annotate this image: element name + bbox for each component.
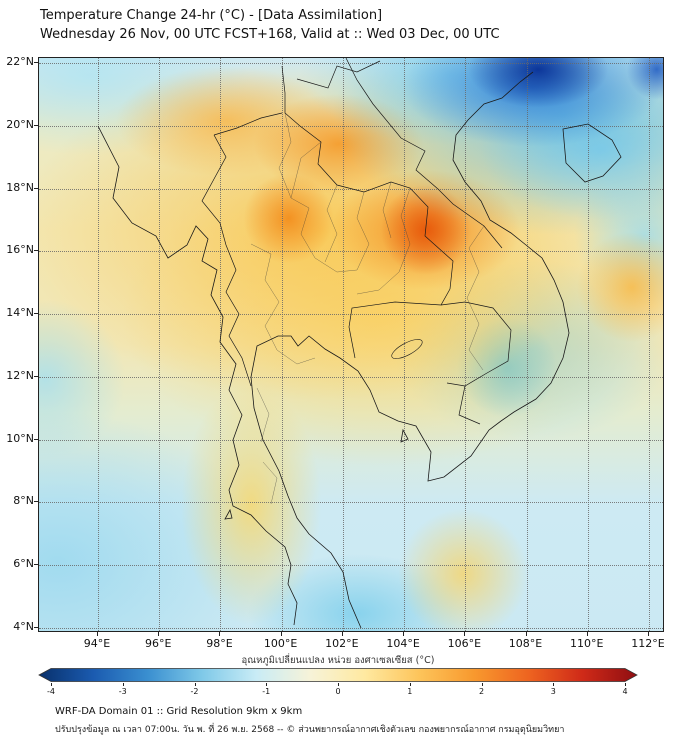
lon-tick-mark bbox=[464, 632, 466, 636]
map-canvas bbox=[38, 57, 664, 632]
colorbar-tick-label: 0 bbox=[335, 687, 341, 696]
lat-tick-label: 20°N bbox=[6, 117, 34, 131]
grid-line-lon bbox=[587, 58, 589, 631]
lon-tick-mark bbox=[403, 632, 405, 636]
colorbar-tick-mark bbox=[122, 683, 124, 686]
grid-line-lat bbox=[39, 439, 663, 441]
grid-line-lon bbox=[98, 58, 99, 631]
lat-tick-mark bbox=[34, 627, 38, 629]
colorbar-tick-label: -4 bbox=[47, 687, 55, 696]
lat-tick-label: 6°N bbox=[13, 557, 34, 571]
coastline bbox=[97, 71, 622, 629]
grid-line-lon bbox=[465, 58, 467, 631]
lon-tick-mark bbox=[525, 632, 527, 636]
colorbar-tick-mark bbox=[266, 683, 268, 686]
colorbar-tick-mark bbox=[194, 683, 196, 686]
lat-tick-label: 10°N bbox=[6, 431, 34, 445]
colorbar-tick-label: 3 bbox=[550, 687, 556, 696]
colorbar-tick-mark bbox=[553, 683, 555, 686]
lat-tick-label: 22°N bbox=[6, 55, 34, 68]
lon-tick-label: 106°E bbox=[447, 637, 482, 650]
grid-line-lon bbox=[220, 58, 222, 631]
lon-tick-mark bbox=[219, 632, 221, 636]
lat-tick-mark bbox=[34, 438, 38, 440]
coastline-borders-overlay bbox=[97, 58, 622, 629]
grid-line-lon bbox=[281, 58, 283, 631]
grid-line-lat bbox=[39, 376, 663, 378]
colorbar bbox=[38, 667, 638, 683]
lon-tick-label: 96°E bbox=[144, 637, 172, 650]
lon-tick-label: 108°E bbox=[508, 637, 543, 650]
lon-tick-label: 94°E bbox=[83, 637, 111, 650]
lon-tick-label: 110°E bbox=[570, 637, 604, 650]
lon-tick-label: 100°E bbox=[263, 637, 298, 650]
grid-line-lat bbox=[39, 628, 663, 630]
lon-tick-mark bbox=[97, 632, 98, 636]
colorbar-title: อุณหภูมิเปลี่ยนแปลง หน่วย องศาเซลเซียส (… bbox=[241, 655, 435, 666]
lat-tick-label: 18°N bbox=[6, 180, 34, 194]
lat-tick-label: 4°N bbox=[13, 620, 34, 634]
grid-line-lat bbox=[39, 188, 663, 190]
lon-tick-mark bbox=[586, 632, 588, 636]
footer-model-info: WRF-DA Domain 01 :: Grid Resolution 9km … bbox=[55, 706, 303, 717]
lat-tick-mark bbox=[34, 62, 38, 63]
lon-tick-label: 104°E bbox=[386, 637, 420, 650]
province-borders bbox=[250, 112, 485, 505]
grid-line-lon bbox=[404, 58, 406, 631]
grid-line-lon bbox=[648, 58, 650, 631]
lat-tick-label: 8°N bbox=[13, 494, 34, 508]
colorbar-tick-label: -1 bbox=[262, 687, 271, 696]
colorbar-tick-label: 4 bbox=[622, 687, 628, 696]
colorbar-tick-label: 2 bbox=[478, 687, 485, 696]
lat-tick-mark bbox=[34, 250, 38, 252]
lon-tick-mark bbox=[647, 632, 649, 636]
grid-line-lon bbox=[526, 58, 528, 631]
lat-tick-label: 14°N bbox=[6, 306, 34, 320]
colorbar-tick-labels: -4 -3 -2 -1 0 1 2 3 4 bbox=[38, 687, 638, 699]
colorbar-tick-mark bbox=[481, 683, 483, 686]
grid-line-lat bbox=[39, 125, 663, 127]
tonle-sap-lake bbox=[391, 339, 423, 359]
grid-line-lat bbox=[39, 63, 663, 64]
lat-tick-mark bbox=[34, 564, 38, 566]
country-borders bbox=[201, 58, 512, 425]
lat-tick-mark bbox=[34, 375, 38, 377]
lon-tick-mark bbox=[341, 632, 343, 636]
colorbar-tick-mark bbox=[338, 683, 339, 686]
colorbar-tick-mark bbox=[51, 683, 52, 686]
grid-line-lon bbox=[342, 58, 344, 631]
lat-tick-mark bbox=[34, 313, 38, 315]
page-subtitle: Wednesday 26 Nov, 00 UTC FCST+168, Valid… bbox=[40, 27, 500, 42]
lat-tick-label: 16°N bbox=[6, 243, 34, 257]
colorbar-tick-label: 1 bbox=[407, 687, 413, 696]
grid-line-lat bbox=[39, 565, 663, 567]
colorbar-tick-mark bbox=[409, 683, 411, 686]
lon-tick-label: 102°E bbox=[325, 637, 359, 650]
lon-tick-mark bbox=[280, 632, 282, 636]
lon-tick-label: 112°E bbox=[631, 637, 665, 650]
colorbar-tick-mark bbox=[625, 683, 626, 686]
grid-line-lon bbox=[159, 58, 161, 631]
colorbar-gradient-bar bbox=[38, 668, 638, 682]
lon-tick-mark bbox=[158, 632, 160, 636]
lat-tick-mark bbox=[34, 187, 38, 189]
grid-line-lat bbox=[39, 251, 663, 253]
lat-tick-label: 12°N bbox=[6, 368, 34, 382]
colorbar-tick-label: -3 bbox=[118, 687, 127, 696]
footer-credit: ปรับปรุงข้อมูล ณ เวลา 07:00น. วัน พ. ที่… bbox=[55, 725, 565, 735]
lon-tick-label: 98°E bbox=[206, 637, 233, 650]
temperature-field bbox=[39, 58, 663, 631]
colorbar-tick-label: -2 bbox=[190, 687, 199, 696]
lat-tick-mark bbox=[34, 124, 38, 126]
page-title: Temperature Change 24-hr (°C) - [Data As… bbox=[40, 8, 383, 23]
lat-tick-mark bbox=[34, 501, 38, 503]
grid-line-lat bbox=[39, 502, 663, 504]
